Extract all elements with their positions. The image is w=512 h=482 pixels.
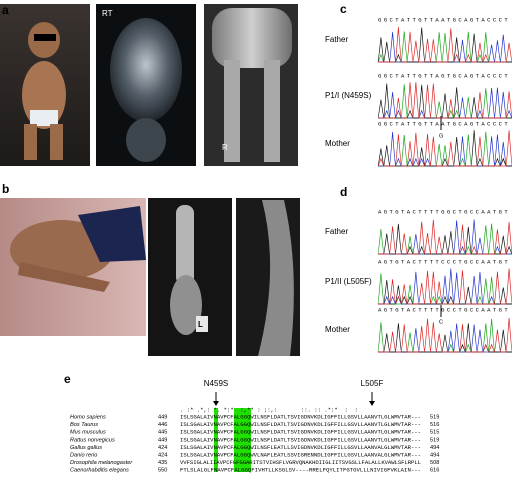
start: 449 [158, 414, 167, 420]
conservation: . :* .*,: *. *:* :,** : ;:,: ::. :: .*:*… [180, 406, 395, 413]
chromatograms [377, 27, 512, 353]
alignment-row: ISLSGALAIVNAVPCFALGGQWILNSFLDATLTSVIGDNV… [180, 413, 421, 420]
start: 435 [158, 460, 167, 466]
trace-line [378, 219, 512, 255]
trace-line [378, 82, 512, 119]
trace-line [378, 87, 512, 119]
sequence: AGTGTACTTTTGGCTGCCAATGT [378, 208, 508, 215]
species: Danio rerio [70, 452, 97, 458]
trace-line [377, 280, 512, 305]
trace-line [378, 27, 512, 63]
image-label: R [222, 143, 228, 152]
species: Bos Taurus [70, 422, 98, 428]
species: Rattus norvegicus [70, 437, 115, 443]
species: Drosophila melanogaster [70, 460, 133, 466]
sequence: GGCTATTGTTAATGCAGTACCCT [378, 120, 508, 127]
alignment-row: FTLSLALGLFNAVPCFALGGQFIVHTLLKSGLSV----RR… [180, 467, 421, 474]
panel-label: d [340, 185, 347, 199]
start: 449 [158, 437, 167, 443]
sequence: GGCTATTGTTAGTGCAGTACCCT [378, 72, 508, 79]
trace-name: P1/I (N459S) [325, 91, 372, 100]
mutation-label: L505F [361, 379, 384, 388]
trace-name: Mother [325, 325, 350, 334]
end: 519 [430, 437, 439, 443]
start: 424 [158, 445, 167, 451]
trace-line [377, 323, 512, 353]
end: 494 [430, 452, 439, 458]
xray-arm [148, 198, 232, 356]
trace-name: Mother [325, 139, 350, 148]
alignment-row: ISLSGALAIVNAVPCFALGGQWILNSFLDATLTSVIGDNV… [180, 429, 421, 436]
mutation-label: N459S [204, 379, 228, 388]
panel-label: b [2, 182, 9, 196]
species: Mus musculus [70, 430, 106, 436]
photo-child-lying [0, 198, 146, 336]
base-marker: C [439, 319, 443, 325]
image-label: RT [102, 9, 113, 18]
start: 446 [158, 422, 167, 428]
alignment-row: ISLSGALAIVNAVPCFALGGQWILNSFLDATLTSVIGDNV… [180, 421, 421, 428]
sequence: AGTGTACTTTTCCCTGCCAATGT [378, 258, 508, 265]
image-label: L [198, 320, 203, 329]
species: Gallus gallus [70, 445, 102, 451]
trace-name: P1/II (L505F) [325, 277, 372, 286]
start: 550 [158, 468, 167, 474]
panel-label: e [64, 372, 71, 386]
xray-legs [204, 4, 298, 166]
trace-line [377, 268, 512, 305]
species: Homo sapiens [70, 414, 106, 420]
start: 424 [158, 452, 167, 458]
end: 516 [430, 422, 439, 428]
base-marker: G [439, 133, 443, 139]
end: 515 [430, 430, 439, 436]
end: 519 [430, 414, 439, 420]
trace-line [377, 317, 512, 353]
sequence: AGTGTACTTTTGCCTGCCAATGT [378, 306, 508, 313]
panel-label: c [340, 2, 347, 16]
trace-line [377, 130, 512, 167]
end: 508 [430, 460, 439, 466]
xray-full-body [96, 4, 196, 166]
photo-child [0, 4, 90, 166]
sequence: GGCTATTGTTAATGCAGTACCCT [378, 16, 508, 23]
trace-name: Father [325, 227, 348, 236]
end: 494 [430, 445, 439, 451]
panel-label: a [2, 3, 9, 17]
species: Caenorhabditis elegans [70, 468, 129, 474]
alignment-row: ISLSGALAIVNAVPCFALGGQWILNSFLEATLLSVIGDNV… [180, 444, 421, 451]
end: 616 [430, 468, 439, 474]
alignment-row: ISLSGALAIVNAVPCFALGGQWILNSFLDATLTSVIGDNV… [180, 436, 421, 443]
xray-spine [236, 198, 300, 356]
start: 445 [158, 430, 167, 436]
alignment-row: VVFSIGLALIIAVPCFGFGGARITSTVIHSFLVGRVQNAK… [180, 459, 421, 466]
trace-name: Father [325, 35, 348, 44]
alignment-row: ISLSGALAIVNAVPCFALGGQWVLNAFLEATLSSVIGREN… [180, 451, 421, 458]
